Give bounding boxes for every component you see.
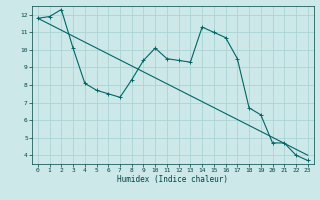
X-axis label: Humidex (Indice chaleur): Humidex (Indice chaleur): [117, 175, 228, 184]
